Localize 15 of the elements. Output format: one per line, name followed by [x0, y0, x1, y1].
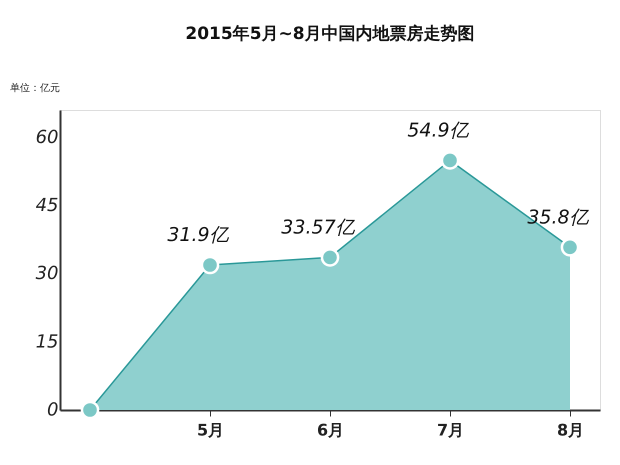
x-tick-label: 8月	[556, 420, 584, 440]
text: 单位：亿元	[10, 82, 60, 94]
y-tick-label: 30	[36, 263, 58, 284]
data-label: 33.57亿	[281, 216, 356, 238]
chart-title: 2015年5月~8月中国内地票房走势图	[185, 24, 475, 44]
x-tick-label: 7月	[436, 420, 464, 440]
data-label: 35.8亿	[527, 206, 590, 228]
y-tick-label: 15	[36, 331, 58, 352]
x-tick-label: 5月	[196, 420, 224, 440]
y-tick-label: 45	[36, 194, 58, 216]
data-label: 31.9亿	[167, 224, 230, 246]
x-tick-label: 6月	[316, 420, 344, 440]
y-tick-label: 0	[47, 400, 58, 420]
data-label: 54.9亿	[407, 119, 470, 142]
y-tick-label: 60	[36, 126, 58, 148]
